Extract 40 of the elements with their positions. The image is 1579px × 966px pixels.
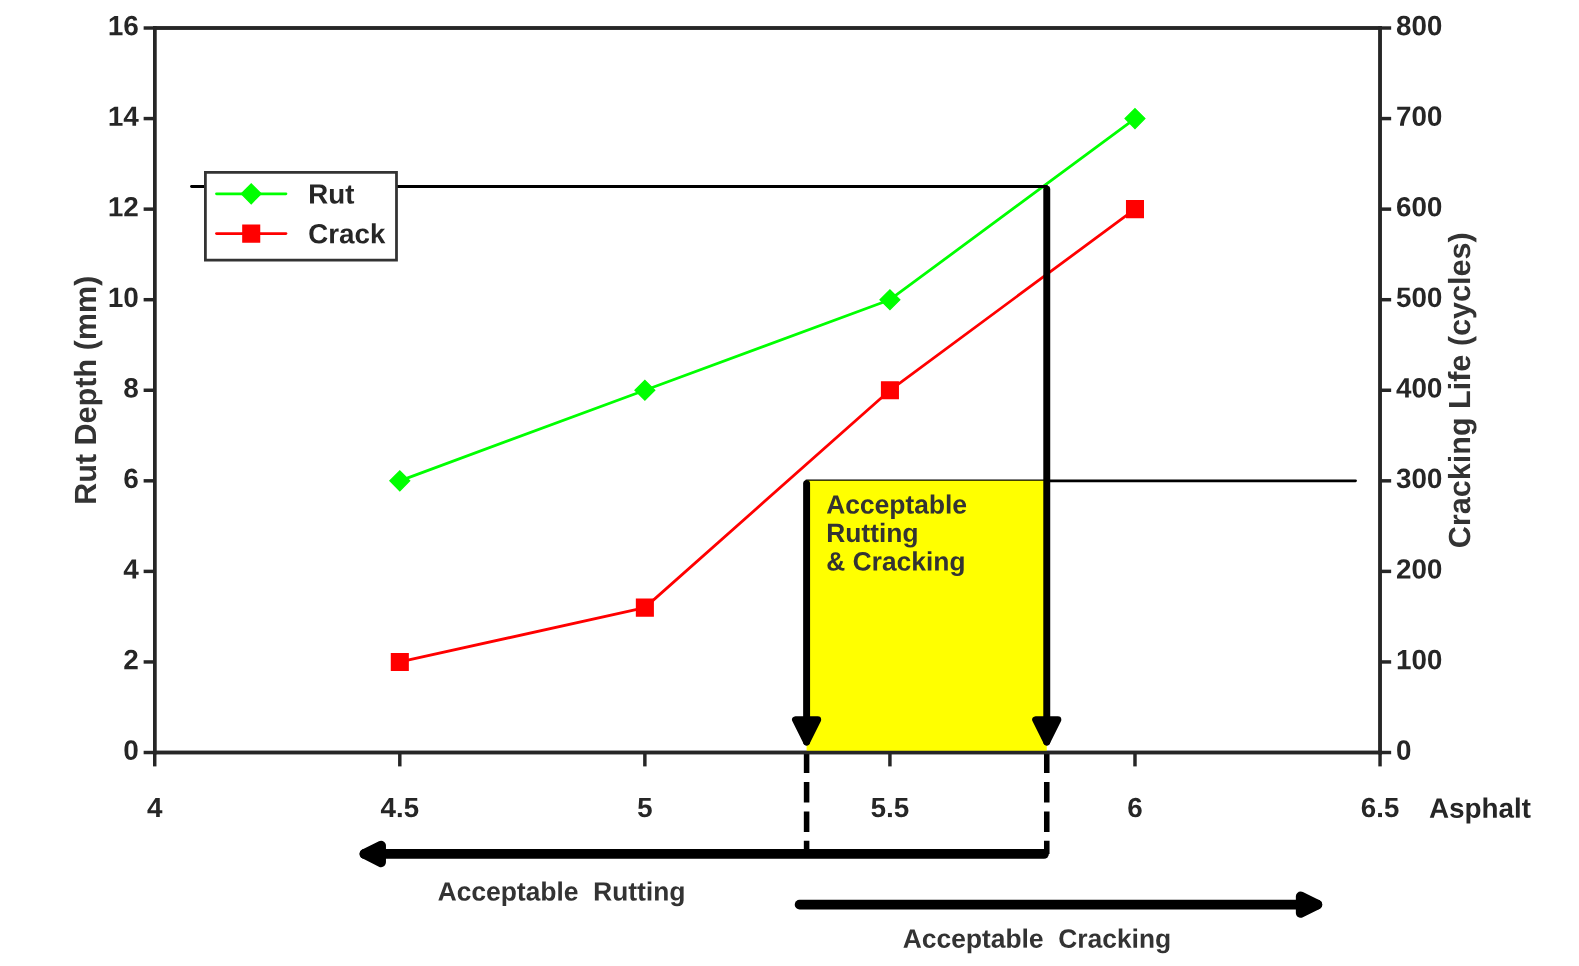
point xyxy=(879,289,901,311)
x-tick-label: 4 xyxy=(147,797,163,818)
y2-tick-label: 500 xyxy=(1396,287,1442,308)
y2-tick-label: 0 xyxy=(1397,740,1411,760)
y-tick-label: 8 xyxy=(124,378,138,398)
text: Acceptable Cracking xyxy=(903,928,1170,954)
y-tick-label: 0 xyxy=(124,740,138,760)
y2-tick-label: 100 xyxy=(1397,649,1442,670)
y2-tick-label: 200 xyxy=(1396,559,1442,579)
x-tick-label: 5.5 xyxy=(871,797,909,818)
y-tick-label: 6 xyxy=(124,468,138,489)
point xyxy=(1124,108,1146,130)
y2-tick-label: 700 xyxy=(1397,106,1442,127)
x-tick-label: 6.5 xyxy=(1361,797,1399,818)
point xyxy=(635,598,654,617)
y2-tick-label: 300 xyxy=(1396,468,1442,489)
legend-label: Rut xyxy=(310,184,355,204)
x-axis-title: Asphalt xyxy=(1429,797,1531,824)
y2-tick-label: 800 xyxy=(1396,15,1442,36)
y-tick-label: 10 xyxy=(109,287,138,308)
x-tick-label: 5 xyxy=(638,797,652,818)
y2-axis-title: Cracking Life (cycles) xyxy=(1447,233,1477,547)
y-tick-label: 16 xyxy=(109,15,138,36)
y-tick-label: 2 xyxy=(124,649,138,670)
point xyxy=(880,381,899,400)
y-tick-label: 12 xyxy=(109,196,138,217)
band-label: Acceptable Rutting & Cracking xyxy=(826,494,967,577)
point xyxy=(390,652,409,671)
text: Acceptable Rutting xyxy=(438,881,684,907)
x-tick-label: 4.5 xyxy=(380,797,419,818)
y-tick-label: 14 xyxy=(109,106,139,126)
point xyxy=(634,379,656,401)
point xyxy=(389,470,411,492)
y2-tick-label: 600 xyxy=(1397,196,1442,217)
y-axis-title: Rut Depth (mm) xyxy=(73,277,103,503)
x-tick-label: 6 xyxy=(1128,797,1142,818)
legend-label: Crack xyxy=(309,223,386,244)
point xyxy=(1125,200,1145,219)
y2-tick-label: 400 xyxy=(1396,378,1442,398)
y-tick-label: 4 xyxy=(123,559,139,579)
